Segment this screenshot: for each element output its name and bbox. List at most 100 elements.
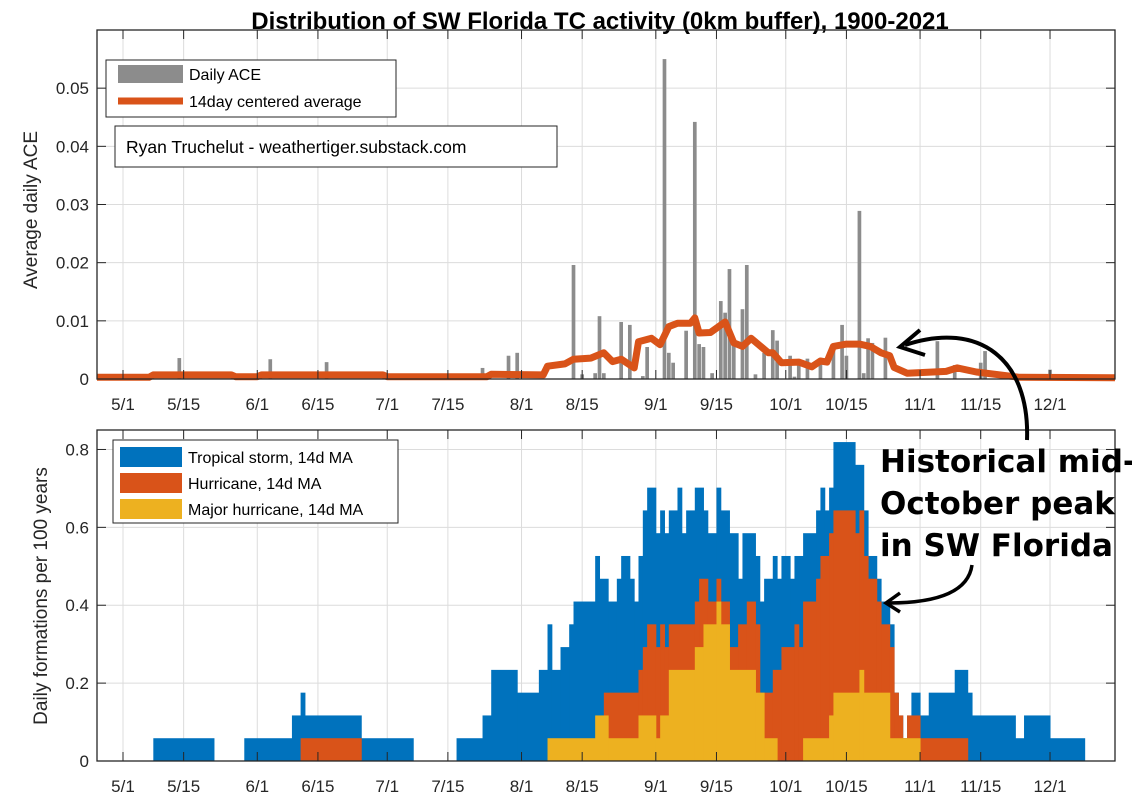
legend-label-tropical-storm: Tropical storm, 14d MA bbox=[188, 450, 353, 467]
bottom-x-tick-label: 9/15 bbox=[700, 777, 733, 796]
top-x-tick-label: 6/1 bbox=[245, 395, 269, 414]
bottom-x-tick-label: 8/15 bbox=[566, 777, 599, 796]
tropical-storm-step bbox=[595, 555, 601, 761]
daily-ace-bar bbox=[571, 264, 576, 379]
hurricane-step bbox=[660, 624, 665, 761]
annotation-arrow-bottom bbox=[887, 564, 974, 605]
top-y-tick-label: 0 bbox=[80, 370, 89, 389]
bottom-x-tick-label: 8/1 bbox=[510, 777, 534, 796]
tropical-storm-step bbox=[560, 647, 570, 761]
top-x-tick-label: 7/15 bbox=[431, 395, 464, 414]
daily-ace-bar bbox=[731, 344, 736, 379]
legend-swatch-daily-ace bbox=[118, 65, 183, 83]
major-hurricane-step bbox=[703, 624, 717, 761]
hurricane-step bbox=[772, 669, 782, 761]
top-y-tick-label: 0.01 bbox=[56, 312, 89, 331]
credit-box: Ryan Truchelut - weathertiger.substack.c… bbox=[114, 125, 558, 168]
tropical-storm-step bbox=[551, 669, 562, 761]
daily-ace-bar bbox=[983, 351, 987, 379]
daily-ace-bar bbox=[666, 352, 671, 379]
credit-text: Ryan Truchelut - weathertiger.substack.c… bbox=[126, 137, 466, 157]
major-hurricane-step bbox=[660, 715, 670, 761]
bottom-x-tick-label: 10/1 bbox=[769, 777, 802, 796]
bottom-y-tick-label: 0.4 bbox=[65, 596, 89, 615]
tropical-storm-step bbox=[569, 624, 575, 761]
bottom-x-tick-label: 6/15 bbox=[301, 777, 334, 796]
hurricane-step bbox=[894, 692, 899, 761]
hurricane-step bbox=[889, 647, 895, 761]
tropical-storm-step bbox=[153, 738, 215, 761]
tropical-storm-step bbox=[517, 692, 540, 761]
tropical-storm-step bbox=[538, 669, 549, 761]
major-hurricane-step bbox=[729, 669, 756, 761]
tropical-storm-step bbox=[616, 578, 622, 761]
top-x-tick-label: 10/15 bbox=[825, 395, 868, 414]
hurricane-step bbox=[881, 624, 891, 761]
hurricane-step bbox=[300, 738, 362, 761]
daily-ace-bar bbox=[753, 374, 758, 379]
daily-ace-bar bbox=[723, 312, 727, 379]
top-x-tick-label: 9/15 bbox=[700, 395, 733, 414]
daily-ace-bar bbox=[762, 352, 766, 379]
daily-ace-bar bbox=[861, 373, 866, 379]
major-hurricane-step bbox=[608, 738, 639, 761]
tropical-storm-step bbox=[482, 715, 492, 761]
bottom-y-axis-label: Daily formations per 100 years bbox=[31, 467, 52, 725]
top-y-axis-label: Average daily ACE bbox=[21, 131, 42, 289]
daily-ace-bar bbox=[883, 337, 888, 379]
bottom-y-tick-label: 0 bbox=[80, 752, 89, 771]
hurricane-step bbox=[855, 533, 860, 761]
top-x-tick-label: 8/1 bbox=[510, 395, 534, 414]
daily-ace-bar bbox=[506, 355, 511, 379]
bottom-x-tick-label: 5/15 bbox=[167, 777, 200, 796]
top-x-tick-label: 6/15 bbox=[301, 395, 334, 414]
bottom-x-tick-label: 7/1 bbox=[375, 777, 399, 796]
annotation-line-1: Historical mid- bbox=[880, 444, 1132, 480]
bottom-x-tick-label: 12/1 bbox=[1033, 777, 1066, 796]
daily-ace-bar bbox=[818, 364, 823, 379]
major-hurricane-step bbox=[547, 738, 596, 761]
tropical-storm-step bbox=[772, 555, 778, 761]
major-hurricane-step bbox=[859, 669, 865, 761]
daily-ace-bar bbox=[701, 347, 706, 379]
major-hurricane-step bbox=[829, 715, 834, 761]
daily-ace-bar bbox=[935, 341, 940, 379]
annotation-line-2: October peak bbox=[880, 486, 1116, 522]
top-y-tick-label: 0.02 bbox=[56, 254, 89, 273]
tropical-storm-step bbox=[608, 601, 618, 761]
hurricane-step bbox=[859, 510, 865, 761]
daily-ace-bar bbox=[619, 321, 624, 379]
daily-ace-bar bbox=[840, 324, 844, 379]
daily-ace-bar bbox=[593, 373, 598, 379]
major-hurricane-step bbox=[638, 715, 657, 761]
hurricane-step bbox=[829, 533, 834, 761]
daily-ace-bar bbox=[601, 373, 606, 379]
tropical-storm-step bbox=[1024, 715, 1051, 761]
daily-ace-bar bbox=[640, 376, 645, 379]
daily-ace-bar bbox=[177, 358, 182, 379]
daily-ace-bar bbox=[692, 121, 697, 380]
annotation-arrowhead-bottom bbox=[882, 591, 902, 614]
daily-ace-bar bbox=[857, 210, 862, 379]
top-x-tick-label: 10/1 bbox=[769, 395, 802, 414]
daily-ace-bar bbox=[718, 301, 723, 379]
hurricane-step bbox=[647, 624, 657, 761]
daily-ace-bar bbox=[662, 59, 667, 379]
tropical-storm-step bbox=[244, 738, 293, 761]
top-y-tick-label: 0.04 bbox=[56, 137, 89, 156]
top-x-tick-label: 11/15 bbox=[960, 395, 1001, 414]
top-ace-chart: 5/1 5/15 6/1 6/15 7/1 7/15 8/1 8/15 9/1 9/15 10/1 1… bbox=[56, 29, 1116, 414]
top-legend: Daily ACE 14day centered average bbox=[105, 59, 397, 118]
chart-title: Distribution of SW Florida TC activity (… bbox=[251, 8, 948, 35]
annotation-arrow-top bbox=[904, 335, 1030, 441]
hurricane-step bbox=[863, 555, 869, 761]
tropical-storm-step bbox=[291, 715, 302, 761]
top-x-tick-label: 5/15 bbox=[167, 395, 200, 414]
tropical-storm-step bbox=[634, 601, 639, 761]
bottom-x-tick-label: 10/15 bbox=[825, 777, 868, 796]
daily-ace-bar bbox=[870, 342, 875, 379]
hurricane-step bbox=[781, 647, 795, 761]
legend-label-hurricane: Hurricane, 14d MA bbox=[188, 476, 322, 493]
tropical-storm-step bbox=[1050, 738, 1086, 761]
